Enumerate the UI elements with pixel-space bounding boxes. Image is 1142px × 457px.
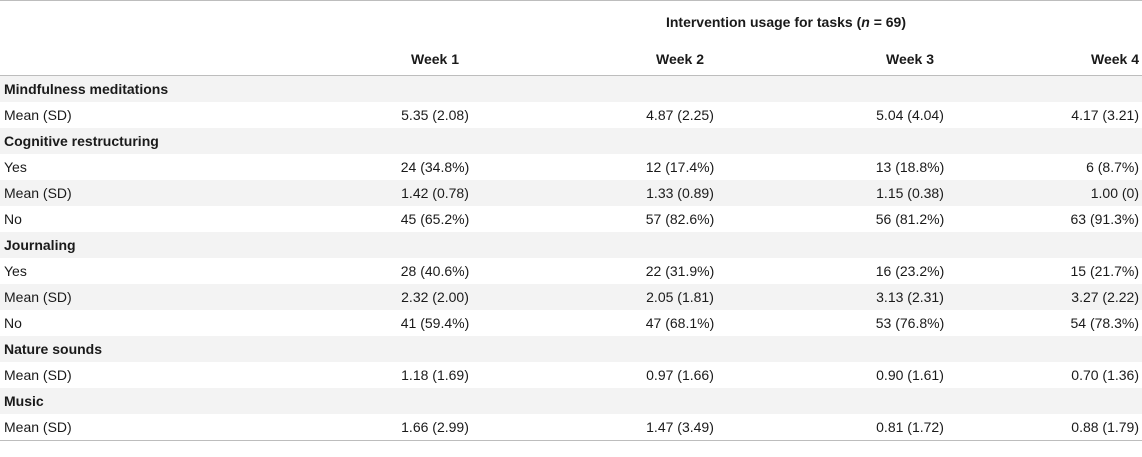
cell-week-4: 54 (78.3%) [985,310,1142,336]
cell-week-3: 3.13 (2.31) [750,284,985,310]
intervention-usage-table: Intervention usage for tasks (n = 69) We… [0,0,1142,441]
bottom-rule [0,440,1142,441]
row-label: Mean (SD) [0,102,310,128]
cell-week-1: 5.35 (2.08) [310,102,520,128]
row-label: Mean (SD) [0,284,310,310]
cell-week-2: 22 (31.9%) [520,258,750,284]
table-row: No 41 (59.4%) 47 (68.1%) 53 (76.8%) 54 (78.3… [0,310,1142,336]
cell-week-2: 1.47 (3.49) [520,414,750,441]
cell-week-3: 16 (23.2%) [750,258,985,284]
spanning-header-n: n [861,13,870,30]
column-header-week-4: Week 4 [985,42,1142,76]
row-label: No [0,310,310,336]
cell-week-2: 1.33 (0.89) [520,180,750,206]
cell-week-1: 24 (34.8%) [310,154,520,180]
cell-week-4: 4.17 (3.21) [985,102,1142,128]
cell-week-4: 1.00 (0) [985,180,1142,206]
spanning-header-prefix: Intervention usage for tasks ( [665,13,862,30]
cell-week-4: 6 (8.7%) [985,154,1142,180]
cell-week-1: 28 (40.6%) [310,258,520,284]
table-row: Yes 28 (40.6%) 22 (31.9%) 16 (23.2%) 15 (21.… [0,258,1142,284]
section-row: Music [0,388,1142,414]
cell-week-2: 4.87 (2.25) [520,102,750,128]
section-title: Mindfulness meditations [0,75,1142,102]
cell-week-1: 2.32 (2.00) [310,284,520,310]
cell-week-1: 45 (65.2%) [310,206,520,232]
column-header-week-1: Week 1 [310,42,520,76]
section-title: Nature sounds [0,336,1142,362]
section-row: Journaling [0,232,1142,258]
cell-week-3: 0.90 (1.61) [750,362,985,388]
top-rule [0,0,1142,1]
row-label: Yes [0,154,310,180]
cell-week-3: 1.15 (0.38) [750,180,985,206]
cell-week-3: 5.04 (4.04) [750,102,985,128]
cell-week-2: 57 (82.6%) [520,206,750,232]
cell-week-1: 41 (59.4%) [310,310,520,336]
spanning-header-row: Intervention usage for tasks (n = 69) [0,1,1142,42]
cell-week-3: 53 (76.8%) [750,310,985,336]
cell-week-2: 47 (68.1%) [520,310,750,336]
cell-week-4: 3.27 (2.22) [985,284,1142,310]
cell-week-3: 56 (81.2%) [750,206,985,232]
section-row: Mindfulness meditations [0,75,1142,102]
column-header-week-3: Week 3 [750,42,985,76]
cell-week-3: 0.81 (1.72) [750,414,985,441]
row-label: Mean (SD) [0,362,310,388]
spanning-header: Intervention usage for tasks (n = 69) [310,1,1142,42]
cell-week-4: 0.70 (1.36) [985,362,1142,388]
column-header-week-2: Week 2 [520,42,750,76]
column-header-row: Week 1 Week 2 Week 3 Week 4 [0,42,1142,76]
cell-week-1: 1.42 (0.78) [310,180,520,206]
table-row: No 45 (65.2%) 57 (82.6%) 56 (81.2%) 63 (91.3… [0,206,1142,232]
cell-week-2: 2.05 (1.81) [520,284,750,310]
row-label: Mean (SD) [0,414,310,441]
table-row: Mean (SD) 1.66 (2.99) 1.47 (3.49) 0.81 (1.7… [0,414,1142,441]
section-row: Cognitive restructuring [0,128,1142,154]
cell-week-1: 1.66 (2.99) [310,414,520,441]
spanning-header-suffix: = 69) [869,13,907,30]
section-title: Journaling [0,232,1142,258]
table-row: Mean (SD) 5.35 (2.08) 4.87 (2.25) 5.04 (4.0… [0,102,1142,128]
table-row: Mean (SD) 2.32 (2.00) 2.05 (1.81) 3.13 (2.3… [0,284,1142,310]
table-row: Yes 24 (34.8%) 12 (17.4%) 13 (18.8%) 6 (8.7%… [0,154,1142,180]
cell-week-4: 63 (91.3%) [985,206,1142,232]
cell-week-2: 0.97 (1.66) [520,362,750,388]
cell-week-4: 0.88 (1.79) [985,414,1142,441]
section-row: Nature sounds [0,336,1142,362]
cell-week-3: 13 (18.8%) [750,154,985,180]
row-label: No [0,206,310,232]
cell-week-4: 15 (21.7%) [985,258,1142,284]
section-title: Cognitive restructuring [0,128,1142,154]
row-label: Yes [0,258,310,284]
cell-week-1: 1.18 (1.69) [310,362,520,388]
cell-week-2: 12 (17.4%) [520,154,750,180]
row-label: Mean (SD) [0,180,310,206]
table-row: Mean (SD) 1.18 (1.69) 0.97 (1.66) 0.90 (1.6… [0,362,1142,388]
table-row: Mean (SD) 1.42 (0.78) 1.33 (0.89) 1.15 (0.3… [0,180,1142,206]
section-title: Music [0,388,1142,414]
